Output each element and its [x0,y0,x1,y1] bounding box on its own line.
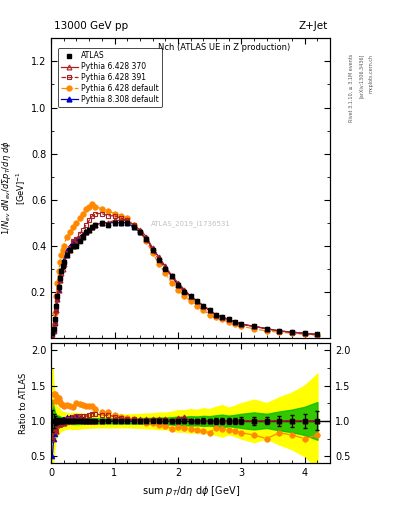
Text: ATLAS_2019_I1736531: ATLAS_2019_I1736531 [151,221,231,227]
Text: [arXiv:1306.3436]: [arXiv:1306.3436] [359,54,364,98]
Text: Z+Jet: Z+Jet [298,21,327,31]
X-axis label: sum $p_T$/d$\eta$ d$\phi$ [GeV]: sum $p_T$/d$\eta$ d$\phi$ [GeV] [141,484,240,498]
Text: 13000 GeV pp: 13000 GeV pp [54,21,128,31]
Y-axis label: $1/N_{ev}\ dN_{ev}/d\Sigma p_T/d\eta\ d\phi$
$[\mathrm{GeV}]^{-1}$: $1/N_{ev}\ dN_{ev}/d\Sigma p_T/d\eta\ d\… [0,141,28,236]
Y-axis label: Ratio to ATLAS: Ratio to ATLAS [19,373,28,434]
Legend: ATLAS, Pythia 6.428 370, Pythia 6.428 391, Pythia 6.428 default, Pythia 8.308 de: ATLAS, Pythia 6.428 370, Pythia 6.428 39… [58,48,162,107]
Text: Nch (ATLAS UE in Z production): Nch (ATLAS UE in Z production) [158,43,290,52]
Text: mcplots.cern.ch: mcplots.cern.ch [369,54,374,93]
Text: Rivet 3.1.10, ≥ 3.1M events: Rivet 3.1.10, ≥ 3.1M events [349,54,354,122]
